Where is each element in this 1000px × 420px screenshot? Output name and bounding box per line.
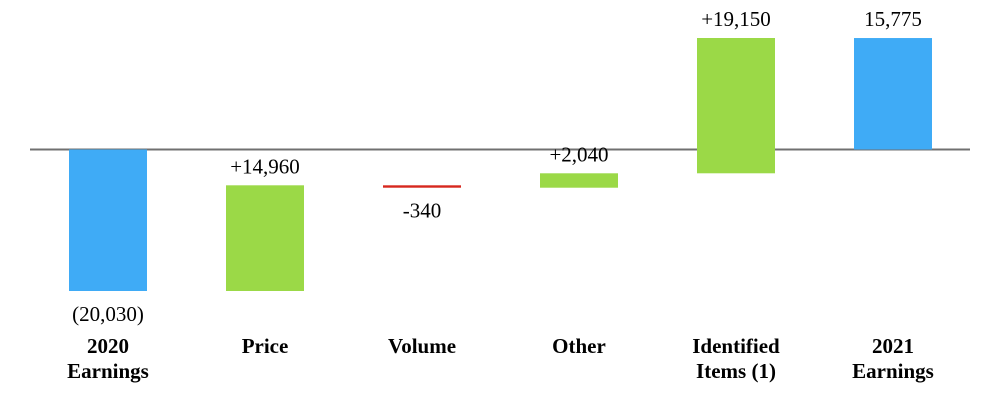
category-label: Volume <box>387 334 457 358</box>
bar <box>540 173 618 188</box>
value-label: -340 <box>403 199 442 223</box>
value-label: +14,960 <box>230 154 300 178</box>
value-label: +2,040 <box>549 142 608 166</box>
bar <box>854 38 932 150</box>
value-label: 15,775 <box>864 7 922 31</box>
value-label: +19,150 <box>701 7 771 31</box>
category-label: Price <box>241 334 289 358</box>
bar <box>697 38 775 174</box>
bar <box>69 149 147 291</box>
category-label: 2020 Earnings <box>67 334 149 383</box>
bar <box>383 185 461 188</box>
category-label: Other <box>552 334 606 358</box>
category-label: 2021 Earnings <box>852 334 934 383</box>
category-label: Identified Items (1) <box>692 334 780 383</box>
bar <box>226 185 304 291</box>
value-label: (20,030) <box>72 302 144 326</box>
